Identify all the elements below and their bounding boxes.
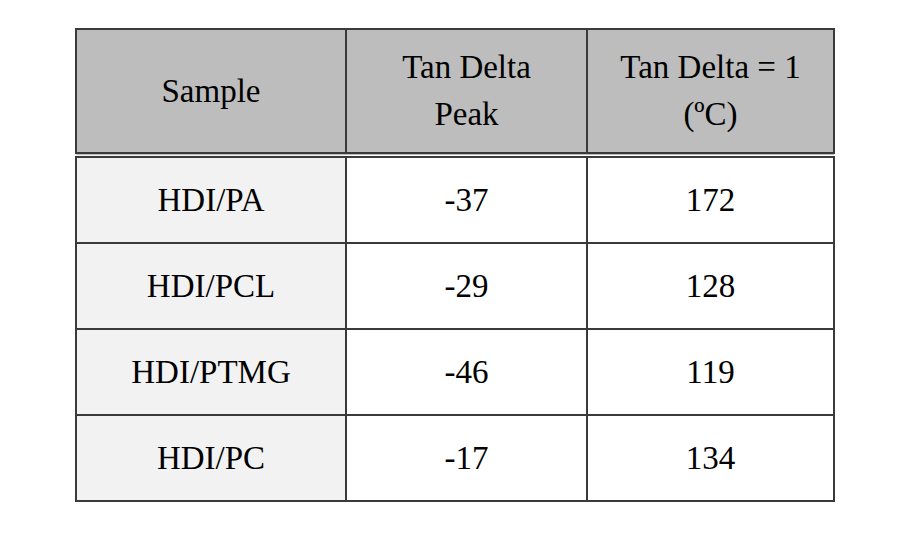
col-header-tan-delta-peak: Tan Delta Peak bbox=[346, 29, 587, 155]
tan-delta-peak-cell: -29 bbox=[346, 243, 587, 329]
sample-cell: HDI/PC bbox=[76, 415, 346, 501]
tan-delta-peak-cell: -17 bbox=[346, 415, 587, 501]
page-background: Sample Tan Delta Peak Tan Delta = 1 (ºC)… bbox=[0, 0, 900, 550]
tan-delta-1-cell: 119 bbox=[587, 329, 834, 415]
table-row: HDI/PTMG -46 119 bbox=[76, 329, 834, 415]
tan-delta-peak-cell: -37 bbox=[346, 155, 587, 243]
tan-delta-1-cell: 128 bbox=[587, 243, 834, 329]
table-row: HDI/PA -37 172 bbox=[76, 155, 834, 243]
header-row: Sample Tan Delta Peak Tan Delta = 1 (ºC) bbox=[76, 29, 834, 155]
col-header-sample: Sample bbox=[76, 29, 346, 155]
col-header-tan-delta-1: Tan Delta = 1 (ºC) bbox=[587, 29, 834, 155]
sample-cell: HDI/PA bbox=[76, 155, 346, 243]
tan-delta-peak-cell: -46 bbox=[346, 329, 587, 415]
sample-cell: HDI/PCL bbox=[76, 243, 346, 329]
tan-delta-1-cell: 172 bbox=[587, 155, 834, 243]
tan-delta-table: Sample Tan Delta Peak Tan Delta = 1 (ºC)… bbox=[75, 28, 835, 502]
table-row: HDI/PCL -29 128 bbox=[76, 243, 834, 329]
sample-cell: HDI/PTMG bbox=[76, 329, 346, 415]
table-row: HDI/PC -17 134 bbox=[76, 415, 834, 501]
tan-delta-1-cell: 134 bbox=[587, 415, 834, 501]
